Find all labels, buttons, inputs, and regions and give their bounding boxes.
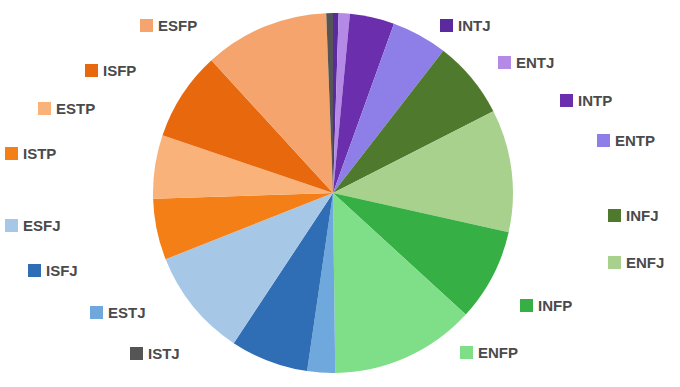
svg-text:ESTP: ESTP	[56, 100, 95, 117]
svg-text:ESFP: ESFP	[158, 17, 197, 34]
svg-text:ENTJ: ENTJ	[516, 54, 554, 71]
svg-text:ENTP: ENTP	[615, 132, 655, 149]
svg-text:ENFJ: ENFJ	[626, 254, 664, 271]
svg-text:ESTJ: ESTJ	[108, 304, 146, 321]
svg-text:ISFJ: ISFJ	[46, 262, 78, 279]
svg-text:INFP: INFP	[538, 297, 572, 314]
svg-text:ENFP: ENFP	[478, 344, 518, 361]
svg-text:INFJ: INFJ	[626, 207, 659, 224]
svg-text:ESFJ: ESFJ	[23, 217, 61, 234]
svg-text:ISFP: ISFP	[103, 62, 136, 79]
svg-text:ISTJ: ISTJ	[148, 345, 180, 362]
svg-text:INTJ: INTJ	[458, 17, 491, 34]
svg-text:ISTP: ISTP	[23, 145, 56, 162]
svg-text:INTP: INTP	[578, 92, 612, 109]
